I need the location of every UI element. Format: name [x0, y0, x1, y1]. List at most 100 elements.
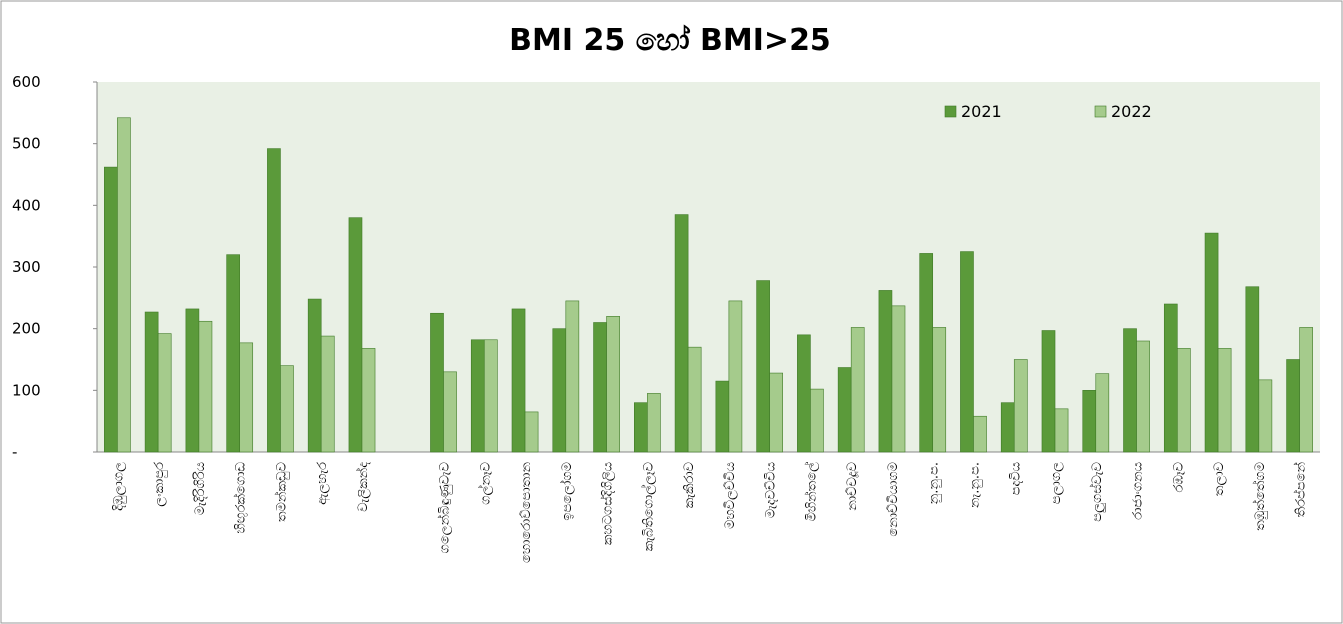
- bar: [687, 346, 702, 453]
- legend-swatch: [944, 105, 957, 118]
- y-tick-label: 100: [12, 381, 41, 399]
- y-tick-label: 500: [12, 135, 41, 153]
- bar: [634, 402, 648, 453]
- bar: [1082, 390, 1097, 453]
- bar: [878, 290, 893, 453]
- bar: [1204, 232, 1219, 453]
- bar: [226, 254, 240, 453]
- y-tick-label: 600: [12, 73, 41, 91]
- x-tick-label: ගලෙන්බිඳුණුවැව: [436, 462, 452, 553]
- x-tick-label: මහවිලච්චිය: [723, 462, 738, 529]
- bar: [280, 365, 294, 453]
- x-tick-label: හිඟුරක්ගොඩ: [233, 462, 249, 534]
- bar: [117, 117, 131, 453]
- bar: [267, 148, 281, 453]
- bar: [443, 371, 457, 453]
- bar: [1136, 340, 1150, 453]
- x-tick-label: මැදවච්චිය: [764, 462, 779, 518]
- bar: [239, 342, 254, 453]
- bar: [1163, 303, 1178, 453]
- x-tick-label: නාච්චදූව: [845, 462, 860, 511]
- bar: [430, 312, 444, 453]
- bar: [1095, 373, 1110, 453]
- bar: [348, 217, 363, 453]
- y-tick-label: 400: [12, 196, 41, 214]
- x-tick-label: තමන්කඩුව: [273, 462, 289, 522]
- bar: [715, 380, 730, 453]
- bar: [157, 333, 172, 453]
- bar: [470, 339, 485, 453]
- legend-swatch: [1094, 105, 1107, 118]
- bar: [850, 327, 865, 453]
- x-tick-label: පලුගස්වැව: [1089, 462, 1106, 522]
- x-tick-label: කැකිරාව: [682, 462, 697, 508]
- bar: [524, 411, 539, 453]
- y-tick-label: 300: [12, 258, 41, 276]
- bar: [1217, 348, 1232, 453]
- x-tick-label: කහටගස්දිගිලිය: [599, 462, 615, 545]
- legend-label: 2021: [961, 102, 1002, 121]
- bar: [593, 322, 607, 453]
- bar: [361, 348, 376, 453]
- bar: [1177, 348, 1191, 453]
- bar: [483, 339, 498, 453]
- bar: [919, 253, 934, 453]
- bar: [1013, 359, 1028, 453]
- x-tick-label: රාජාංගනය: [1131, 462, 1146, 520]
- x-tick-label: නොච්චියාගම: [886, 462, 901, 537]
- bar: [1258, 379, 1273, 453]
- bar: [1000, 402, 1015, 453]
- bar: [565, 300, 580, 453]
- bar: [1299, 327, 1313, 453]
- x-tick-label: මැදිරිගිරිය: [192, 462, 208, 515]
- bar: [674, 214, 689, 453]
- bar: [973, 415, 987, 453]
- bar: [837, 367, 852, 453]
- bar: [1041, 330, 1056, 453]
- x-tick-label: වැලිකන්ද: [355, 462, 371, 512]
- x-tick-label: රඹෑව: [1171, 462, 1186, 492]
- x-tick-label: ලංකාපුර: [152, 462, 167, 507]
- bar: [104, 166, 118, 453]
- x-tick-label: ගල්නෑව: [477, 462, 493, 505]
- bar: [810, 388, 824, 453]
- bar: [198, 320, 213, 453]
- bar: [891, 305, 906, 453]
- bar: [932, 327, 947, 453]
- bar: [552, 328, 567, 453]
- bar: [606, 316, 620, 453]
- x-tick-label: නු.නු.ප.: [927, 462, 942, 504]
- x-tick-label: පදවිය: [1008, 462, 1023, 495]
- x-tick-label: නැ.නු.ප.: [967, 462, 982, 508]
- x-tick-label: තිරප්පනේ: [1292, 462, 1308, 518]
- x-tick-label: ඉපලෝගම: [559, 462, 575, 521]
- x-tick-label: ඇලහැර: [315, 462, 330, 505]
- x-tick-label: මිහින්තලේ: [803, 462, 819, 522]
- x-tick-label: හොරොව්පොතාන: [519, 462, 534, 563]
- bar: [797, 334, 811, 453]
- x-tick-label: දිඹුලාගල: [111, 462, 126, 511]
- bar: [1245, 286, 1260, 453]
- bar: [647, 393, 661, 453]
- bar: [185, 308, 200, 453]
- bar: [756, 280, 770, 453]
- x-tick-label: කැබිතිගොල්ලෑව: [640, 462, 656, 551]
- bar: [1286, 359, 1300, 453]
- bar: [307, 298, 322, 453]
- plot-area: [97, 82, 1320, 452]
- bar: [1123, 328, 1137, 453]
- bar: [511, 308, 526, 453]
- bar: [1054, 408, 1069, 453]
- chart-title: BMI 25 හෝ BMI>25: [509, 23, 831, 58]
- y-tick-label: -: [12, 443, 17, 461]
- x-tick-label: තඹුත්තේගම: [1252, 462, 1268, 531]
- x-tick-label: තලාව: [1212, 462, 1227, 496]
- bar: [320, 335, 335, 453]
- y-tick-label: 200: [12, 320, 41, 338]
- x-tick-label: පලාගල: [1049, 462, 1064, 504]
- bar: [728, 300, 743, 453]
- legend-label: 2022: [1111, 102, 1152, 121]
- bar: [144, 311, 159, 453]
- bar: [960, 251, 974, 453]
